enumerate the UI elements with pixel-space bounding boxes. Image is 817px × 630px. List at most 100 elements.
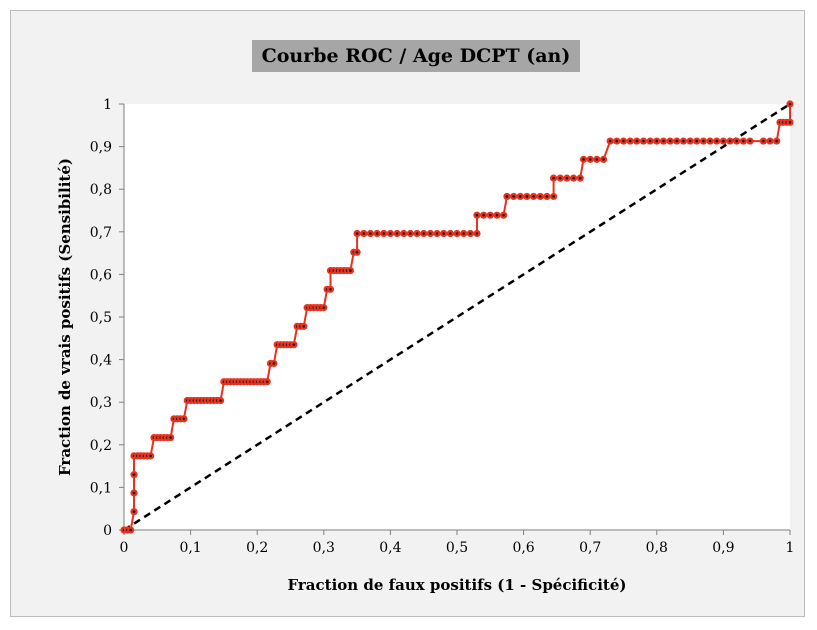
roc-point-dot	[532, 195, 535, 198]
roc-point	[147, 452, 155, 460]
roc-point-dot	[608, 139, 612, 143]
y-axis-title: Fraction de vrais positifs (Sensibilité)	[56, 158, 74, 476]
roc-point	[406, 229, 414, 238]
roc-point-dot	[389, 232, 392, 235]
roc-point	[733, 137, 741, 145]
roc-point-dot	[362, 232, 366, 235]
roc-point-dot	[552, 176, 555, 180]
roc-point-dot	[578, 176, 582, 180]
roc-point	[453, 229, 461, 238]
roc-point	[619, 137, 628, 145]
y-tick-label: 0	[103, 523, 112, 539]
roc-point-dot	[668, 139, 672, 143]
roc-point	[576, 174, 584, 182]
roc-point	[426, 229, 434, 238]
roc-point-dot	[302, 325, 306, 328]
roc-point	[486, 211, 494, 219]
x-tick-label: 0,8	[646, 540, 668, 556]
roc-point-dot	[788, 102, 792, 106]
roc-point	[420, 229, 428, 238]
x-tick-label: 0,7	[579, 540, 601, 556]
roc-point-dot	[182, 417, 186, 421]
x-tick-label: 0,5	[446, 540, 468, 556]
x-tick-label: 0,4	[379, 540, 401, 556]
x-tick-label: 0,6	[512, 540, 534, 556]
roc-point	[180, 415, 188, 423]
roc-point	[569, 174, 578, 182]
plot-area	[124, 104, 790, 530]
roc-point	[786, 118, 794, 126]
roc-point	[529, 192, 538, 201]
roc-point-dot	[505, 195, 509, 198]
roc-point	[216, 396, 225, 405]
roc-point	[536, 192, 544, 201]
roc-point-dot	[169, 436, 172, 439]
y-tick-label: 0,6	[90, 267, 112, 283]
y-tick-label: 0,3	[90, 395, 112, 411]
roc-point	[759, 137, 767, 145]
roc-point	[127, 526, 135, 534]
roc-point-dot	[402, 232, 406, 235]
roc-point-dot	[558, 176, 562, 180]
roc-point	[739, 137, 747, 145]
roc-point	[320, 304, 328, 312]
roc-point-dot	[129, 528, 132, 532]
roc-point-dot	[395, 232, 399, 235]
roc-point-dot	[582, 158, 585, 161]
roc-point-dot	[475, 232, 479, 235]
roc-point	[746, 137, 754, 145]
roc-point	[167, 433, 175, 442]
roc-point	[516, 192, 524, 201]
roc-point	[543, 192, 551, 201]
roc-point	[480, 211, 488, 219]
x-tick-label: 0,9	[712, 540, 734, 556]
y-tick-label: 0,2	[90, 438, 112, 454]
roc-point-dot	[512, 195, 515, 198]
axes	[119, 103, 791, 535]
roc-point-dot	[602, 158, 605, 161]
roc-point	[130, 508, 138, 516]
roc-point	[679, 137, 688, 145]
roc-point-dot	[502, 213, 505, 217]
roc-point	[326, 285, 335, 293]
roc-point-dot	[648, 139, 652, 143]
roc-point-dot	[565, 176, 569, 180]
roc-point	[633, 137, 641, 145]
roc-point	[556, 174, 564, 182]
roc-point-dot	[552, 195, 555, 198]
roc-point	[460, 229, 468, 238]
roc-point-dot	[722, 139, 725, 143]
roc-point	[606, 137, 614, 145]
roc-point-dot	[449, 232, 452, 235]
roc-point	[563, 174, 571, 182]
roc-point	[466, 229, 474, 238]
roc-point-dot	[518, 195, 522, 198]
roc-point-dot	[748, 139, 752, 143]
roc-point-dot	[489, 213, 492, 217]
roc-point	[493, 211, 501, 219]
roc-point	[300, 322, 308, 330]
x-tick-label: 0,3	[313, 540, 335, 556]
roc-point-dot	[688, 139, 692, 143]
roc-point-dot	[525, 195, 529, 198]
roc-point	[440, 229, 448, 238]
roc-point	[699, 137, 708, 145]
roc-point	[130, 471, 138, 479]
roc-point	[523, 192, 531, 201]
roc-point-dot	[572, 176, 575, 180]
roc-point	[786, 100, 794, 108]
roc-point	[346, 266, 355, 275]
roc-point-dot	[615, 139, 619, 143]
roc-point	[706, 137, 714, 145]
roc-point-dot	[469, 232, 472, 235]
roc-point	[673, 137, 681, 145]
roc-point	[510, 192, 518, 201]
roc-point-dot	[622, 139, 625, 143]
series-layer	[120, 100, 794, 534]
x-tick-label: 1	[786, 540, 795, 556]
roc-point-dot	[132, 491, 136, 495]
roc-point-dot	[349, 269, 352, 272]
roc-point	[686, 137, 694, 145]
roc-point-dot	[675, 139, 679, 143]
